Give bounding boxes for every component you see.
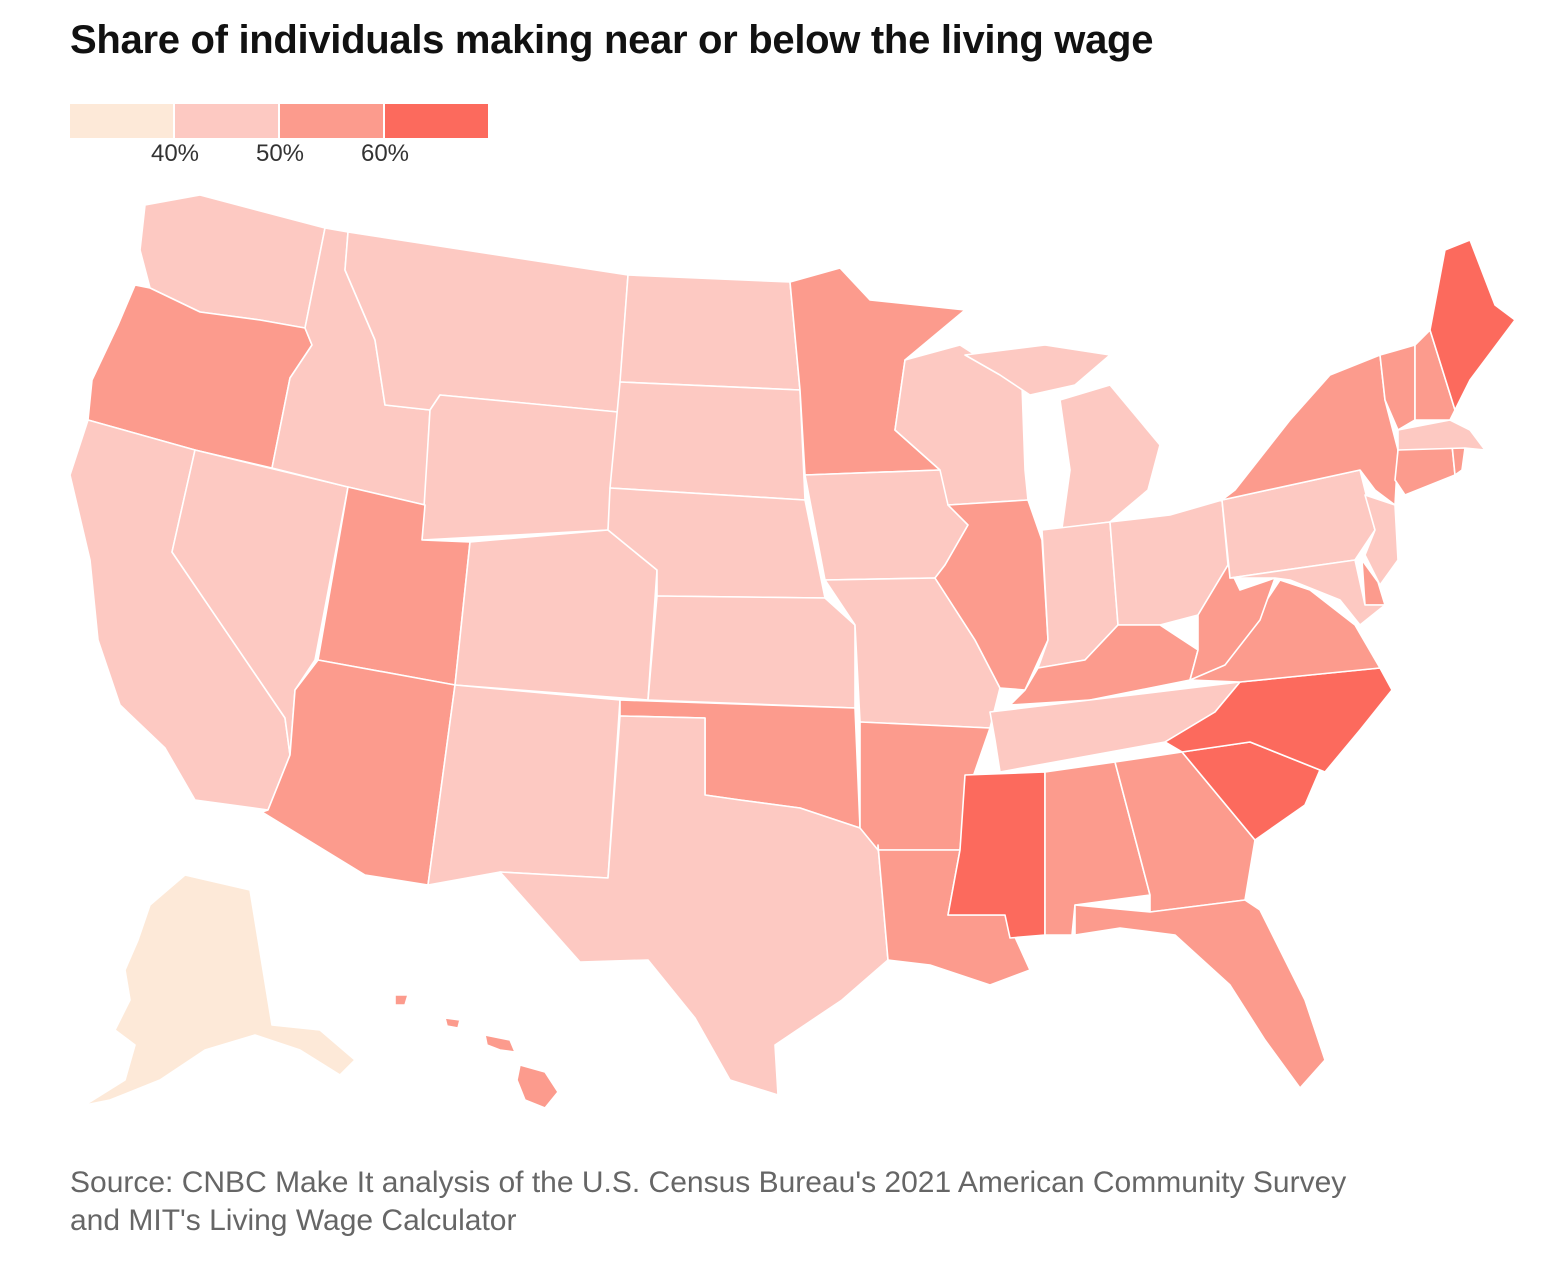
legend-label-50: 50% — [255, 140, 305, 167]
state-MA[interactable] — [1397, 419, 1486, 451]
color-legend — [70, 104, 490, 138]
state-HI[interactable] — [394, 994, 559, 1109]
state-IL[interactable] — [934, 499, 1049, 691]
source-note: Source: CNBC Make It analysis of the U.S… — [70, 1166, 1347, 1237]
legend-bin-2 — [175, 104, 278, 138]
chart-title: Share of individuals making near or belo… — [70, 18, 1154, 62]
legend-bin-3 — [280, 104, 383, 138]
legend-bin-1 — [70, 104, 173, 138]
state-TX[interactable] — [499, 715, 889, 1096]
state-NM[interactable] — [427, 684, 621, 886]
state-MI[interactable] — [964, 344, 1161, 529]
state-RI[interactable] — [1451, 444, 1466, 476]
state-CT[interactable] — [1394, 444, 1456, 496]
state-CO[interactable] — [454, 529, 658, 701]
state-NC[interactable] — [1164, 667, 1393, 773]
us-choropleth-map — [69, 194, 1516, 1109]
legend-label-60: 60% — [360, 140, 410, 167]
state-NH[interactable] — [1414, 329, 1456, 421]
legend-bin-4 — [385, 104, 488, 138]
legend-label-40: 40% — [150, 140, 200, 167]
state-ME[interactable] — [1429, 239, 1516, 411]
state-ND[interactable] — [619, 274, 801, 391]
state-MD[interactable] — [1229, 559, 1386, 626]
state-WY[interactable] — [421, 394, 619, 541]
state-VT[interactable] — [1379, 344, 1416, 431]
state-MT[interactable] — [344, 231, 629, 413]
state-FL[interactable] — [1074, 899, 1326, 1089]
state-NJ[interactable] — [1364, 494, 1399, 586]
state-SD[interactable] — [609, 381, 806, 501]
state-AK[interactable] — [84, 874, 356, 1106]
state-KS[interactable] — [647, 595, 856, 709]
